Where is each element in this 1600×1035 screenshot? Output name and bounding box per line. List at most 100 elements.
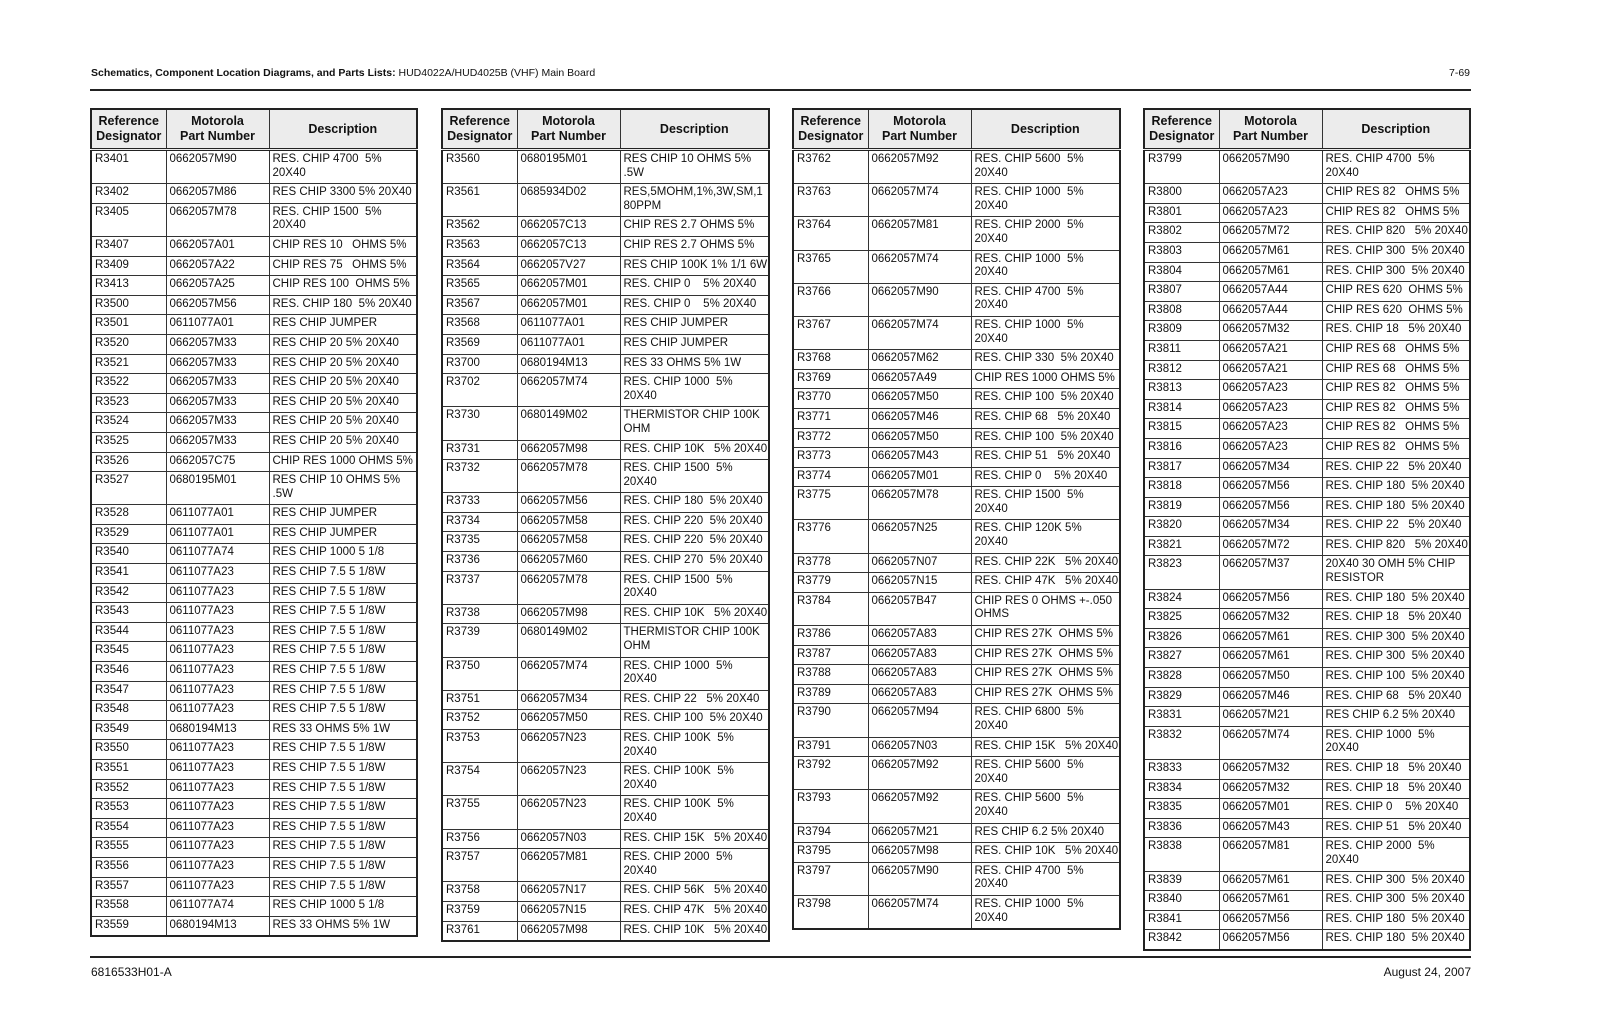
reference-designator-cell: R3755 (441, 795, 518, 830)
description-cell: RES. CHIP 22K 5% 20X40 (970, 552, 1121, 574)
part-number-cell: 0662057N03 (516, 828, 621, 850)
table-row: R3815 0662057A23 CHIP RES 82 OHMS 5% (1143, 418, 1471, 439)
part-number-cell: 0662057M74 (867, 249, 972, 284)
reference-designator-cell: R3567 (441, 294, 518, 316)
part-number-cell: 0611077A23 (165, 876, 270, 898)
table-row: R3838 0662057M81 RES. CHIP 2000 5% 20X40 (1143, 837, 1471, 872)
description-cell: RES. CHIP 18 5% 20X40 (1321, 320, 1471, 341)
part-number-cell: 0662057M90 (165, 148, 270, 185)
table-row: R3753 0662057N23 RES. CHIP 100K 5% 20X40 (441, 728, 770, 764)
table-row: R3551 0611077A23 RES CHIP 7.5 5 1/8W (90, 759, 418, 780)
reference-designator-cell: R3553 (90, 798, 167, 819)
part-number-cell: 0662057M56 (1218, 929, 1323, 951)
part-number-cell: 0662057M86 (165, 183, 270, 204)
description-cell: RES CHIP 6.2 5% 20X40 (1321, 706, 1471, 727)
reference-designator-cell: R3560 (441, 148, 518, 185)
reference-designator-cell: R3407 (90, 235, 167, 257)
part-number-cell: 0662057M78 (516, 570, 621, 605)
reference-designator-cell: R3562 (441, 216, 518, 237)
table-row: R3413 0662057A25 CHIP RES 100 OHMS 5% (90, 275, 418, 296)
table-row: R3817 0662057M34 RES. CHIP 22 5% 20X40 (1143, 457, 1471, 479)
description-cell: RES. CHIP 100 5% 20X40 (970, 388, 1121, 409)
table-row: R3784 0662057B47 CHIP RES 0 OHMS +-.050 OH… (792, 591, 1121, 627)
part-number-cell: 0662057M58 (516, 511, 621, 533)
table-row: R3812 0662057A21 CHIP RES 68 OHMS 5% (1143, 359, 1471, 381)
reference-designator-cell: R3520 (90, 333, 167, 355)
reference-designator-cell: R3552 (90, 778, 167, 800)
table-row: R3811 0662057A21 CHIP RES 68 OHMS 5% (1143, 339, 1471, 361)
description-cell: RES. CHIP 2000 5% 20X40 (1321, 837, 1471, 872)
reference-designator-cell: R3764 (792, 216, 869, 251)
description-cell: RES CHIP 20 5% 20X40 (268, 392, 418, 414)
table-row: R3547 0611077A23 RES CHIP 7.5 5 1/8W (90, 680, 418, 702)
table-row: R3833 0662057M32 RES. CHIP 18 5% 20X40 (1143, 759, 1471, 780)
table-row: R3819 0662057M56 RES. CHIP 180 5% 20X40 (1143, 496, 1471, 518)
part-number-cell: 0662057M34 (1218, 457, 1323, 479)
part-number-cell: 0662057M78 (516, 459, 621, 494)
table-row: R3820 0662057M34 RES. CHIP 22 5% 20X40 (1143, 516, 1471, 537)
table-row: R3402 0662057M86 RES CHIP 3300 5% 20X40 (90, 183, 418, 204)
table-row: R3841 0662057M56 RES. CHIP 180 5% 20X40 (1143, 909, 1471, 931)
description-cell: RES. CHIP 0 5% 20X40 (1321, 798, 1471, 819)
description-cell: RES. CHIP 51 5% 20X40 (1321, 817, 1471, 839)
table-row: R3766 0662057M90 RES. CHIP 4700 5% 20X40 (792, 282, 1121, 317)
parts-table: Reference Designator Motorola Part Number… (441, 108, 771, 943)
part-number-cell: 0662057M34 (1218, 516, 1323, 537)
reference-designator-cell: R3839 (1143, 870, 1220, 892)
reference-designator-cell: R3557 (90, 876, 167, 898)
description-cell: RES CHIP JUMPER (268, 523, 418, 545)
reference-designator-cell: R3823 (1143, 555, 1220, 590)
reference-designator-cell: R3545 (90, 641, 167, 663)
reference-designator-cell: R3568 (441, 314, 518, 335)
description-cell: RES CHIP JUMPER (619, 314, 770, 335)
reference-designator-cell: R3828 (1143, 667, 1220, 688)
table-row: R3831 0662057M21 RES CHIP 6.2 5% 20X40 (1143, 706, 1471, 727)
header-divider (90, 89, 1471, 91)
description-cell: RES CHIP 7.5 5 1/8W (268, 641, 418, 663)
description-cell: RES CHIP 7.5 5 1/8W (268, 680, 418, 702)
table-row: R3808 0662057A44 CHIP RES 620 OHMS 5% (1143, 300, 1471, 322)
reference-designator-cell: R3808 (1143, 300, 1220, 322)
part-number-cell: 0662057A23 (1218, 418, 1323, 439)
description-cell: CHIP RES 2.7 OHMS 5% (619, 235, 770, 257)
reference-designator-cell: R3751 (441, 689, 518, 711)
reference-designator-cell: R3739 (441, 623, 518, 658)
column-header-reference-designator: Reference Designator (792, 108, 869, 151)
part-number-cell: 0662057A23 (1218, 183, 1323, 204)
table-row: R3755 0662057N23 RES. CHIP 100K 5% 20X40 (441, 795, 770, 830)
part-number-cell: 0680149M02 (516, 406, 621, 441)
reference-designator-cell: R3700 (441, 353, 518, 375)
parts-table: Reference Designator Motorola Part Number… (792, 108, 1122, 931)
reference-designator-cell: R3549 (90, 719, 167, 741)
reference-designator-cell: R3550 (90, 739, 167, 760)
table-row: R3540 0611077A74 RES CHIP 1000 5 1/8 (90, 543, 418, 565)
part-number-cell: 0662057M78 (867, 486, 972, 521)
table-row: R3794 0662057M21 RES CHIP 6.2 5% 20X40 (792, 822, 1121, 844)
reference-designator-cell: R3761 (441, 920, 518, 942)
part-number-cell: 0611077A23 (165, 778, 270, 800)
part-number-cell: 0662057M34 (516, 689, 621, 711)
reference-designator-cell: R3766 (792, 282, 869, 317)
part-number-cell: 0662057M33 (165, 412, 270, 433)
reference-designator-cell: R3527 (90, 471, 167, 506)
description-cell: RES. CHIP 15K 5% 20X40 (619, 828, 770, 850)
description-cell: RES. CHIP 180 5% 20X40 (1321, 496, 1471, 518)
reference-designator-cell: R3774 (792, 466, 869, 488)
reference-designator-cell: R3771 (792, 407, 869, 429)
table-row: R3751 0662057M34 RES. CHIP 22 5% 20X40 (441, 689, 770, 711)
description-cell: RES. CHIP 1500 5% 20X40 (619, 570, 770, 605)
table-row: R3563 0662057C13 CHIP RES 2.7 OHMS 5% (441, 235, 770, 257)
description-cell: RES CHIP 3300 5% 20X40 (268, 183, 418, 204)
table-row: R3836 0662057M43 RES. CHIP 51 5% 20X40 (1143, 817, 1471, 839)
part-number-cell: 0611077A23 (165, 817, 270, 839)
reference-designator-cell: R3795 (792, 842, 869, 863)
reference-designator-cell: R3521 (90, 353, 167, 375)
part-number-cell: 0662057A01 (165, 235, 270, 257)
description-cell: RES CHIP 10 OHMS 5% .5W (619, 148, 770, 185)
part-number-cell: 0662057A21 (1218, 359, 1323, 381)
part-number-cell: 0662057M92 (867, 789, 972, 824)
column-header-description: Description (619, 108, 770, 151)
table-row: R3807 0662057A44 CHIP RES 620 OHMS 5% (1143, 281, 1471, 302)
description-cell: RES. CHIP 68 5% 20X40 (970, 407, 1121, 429)
table-row: R3568 0611077A01 RES CHIP JUMPER (441, 314, 770, 335)
